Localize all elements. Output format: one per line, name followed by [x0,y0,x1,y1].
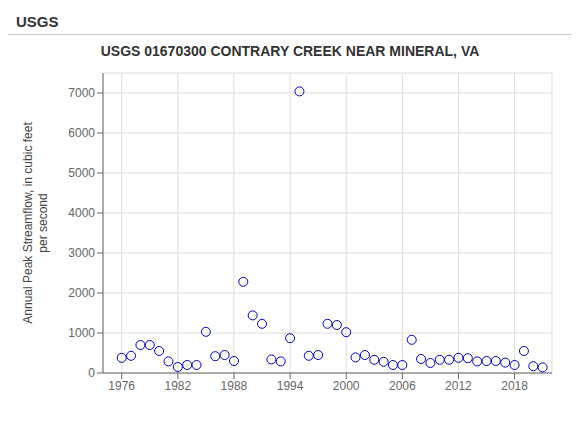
svg-text:2018: 2018 [501,379,528,393]
svg-text:4000: 4000 [68,206,95,220]
svg-text:5000: 5000 [68,166,95,180]
svg-text:7000: 7000 [68,86,95,100]
svg-text:2012: 2012 [445,379,472,393]
svg-text:1994: 1994 [277,379,304,393]
svg-text:1988: 1988 [221,379,248,393]
svg-text:2006: 2006 [389,379,416,393]
svg-text:2000: 2000 [333,379,360,393]
svg-text:2000: 2000 [68,286,95,300]
svg-text:1000: 1000 [68,326,95,340]
html-text:USGS 01670300 CONTRARY CREEK N: USGS 01670300 CONTRARY CREEK NEAR MINERA… [100,43,480,59]
svg-text:1976: 1976 [108,379,135,393]
html-text:USGS: USGS [16,12,59,30]
svg-text:Annual Peak Streamflow, in cub: Annual Peak Streamflow, in cubic feetper… [21,122,50,324]
svg-text:1982: 1982 [164,379,191,393]
svg-text:0: 0 [88,366,95,380]
svg-text:6000: 6000 [68,126,95,140]
svg-text:3000: 3000 [68,246,95,260]
